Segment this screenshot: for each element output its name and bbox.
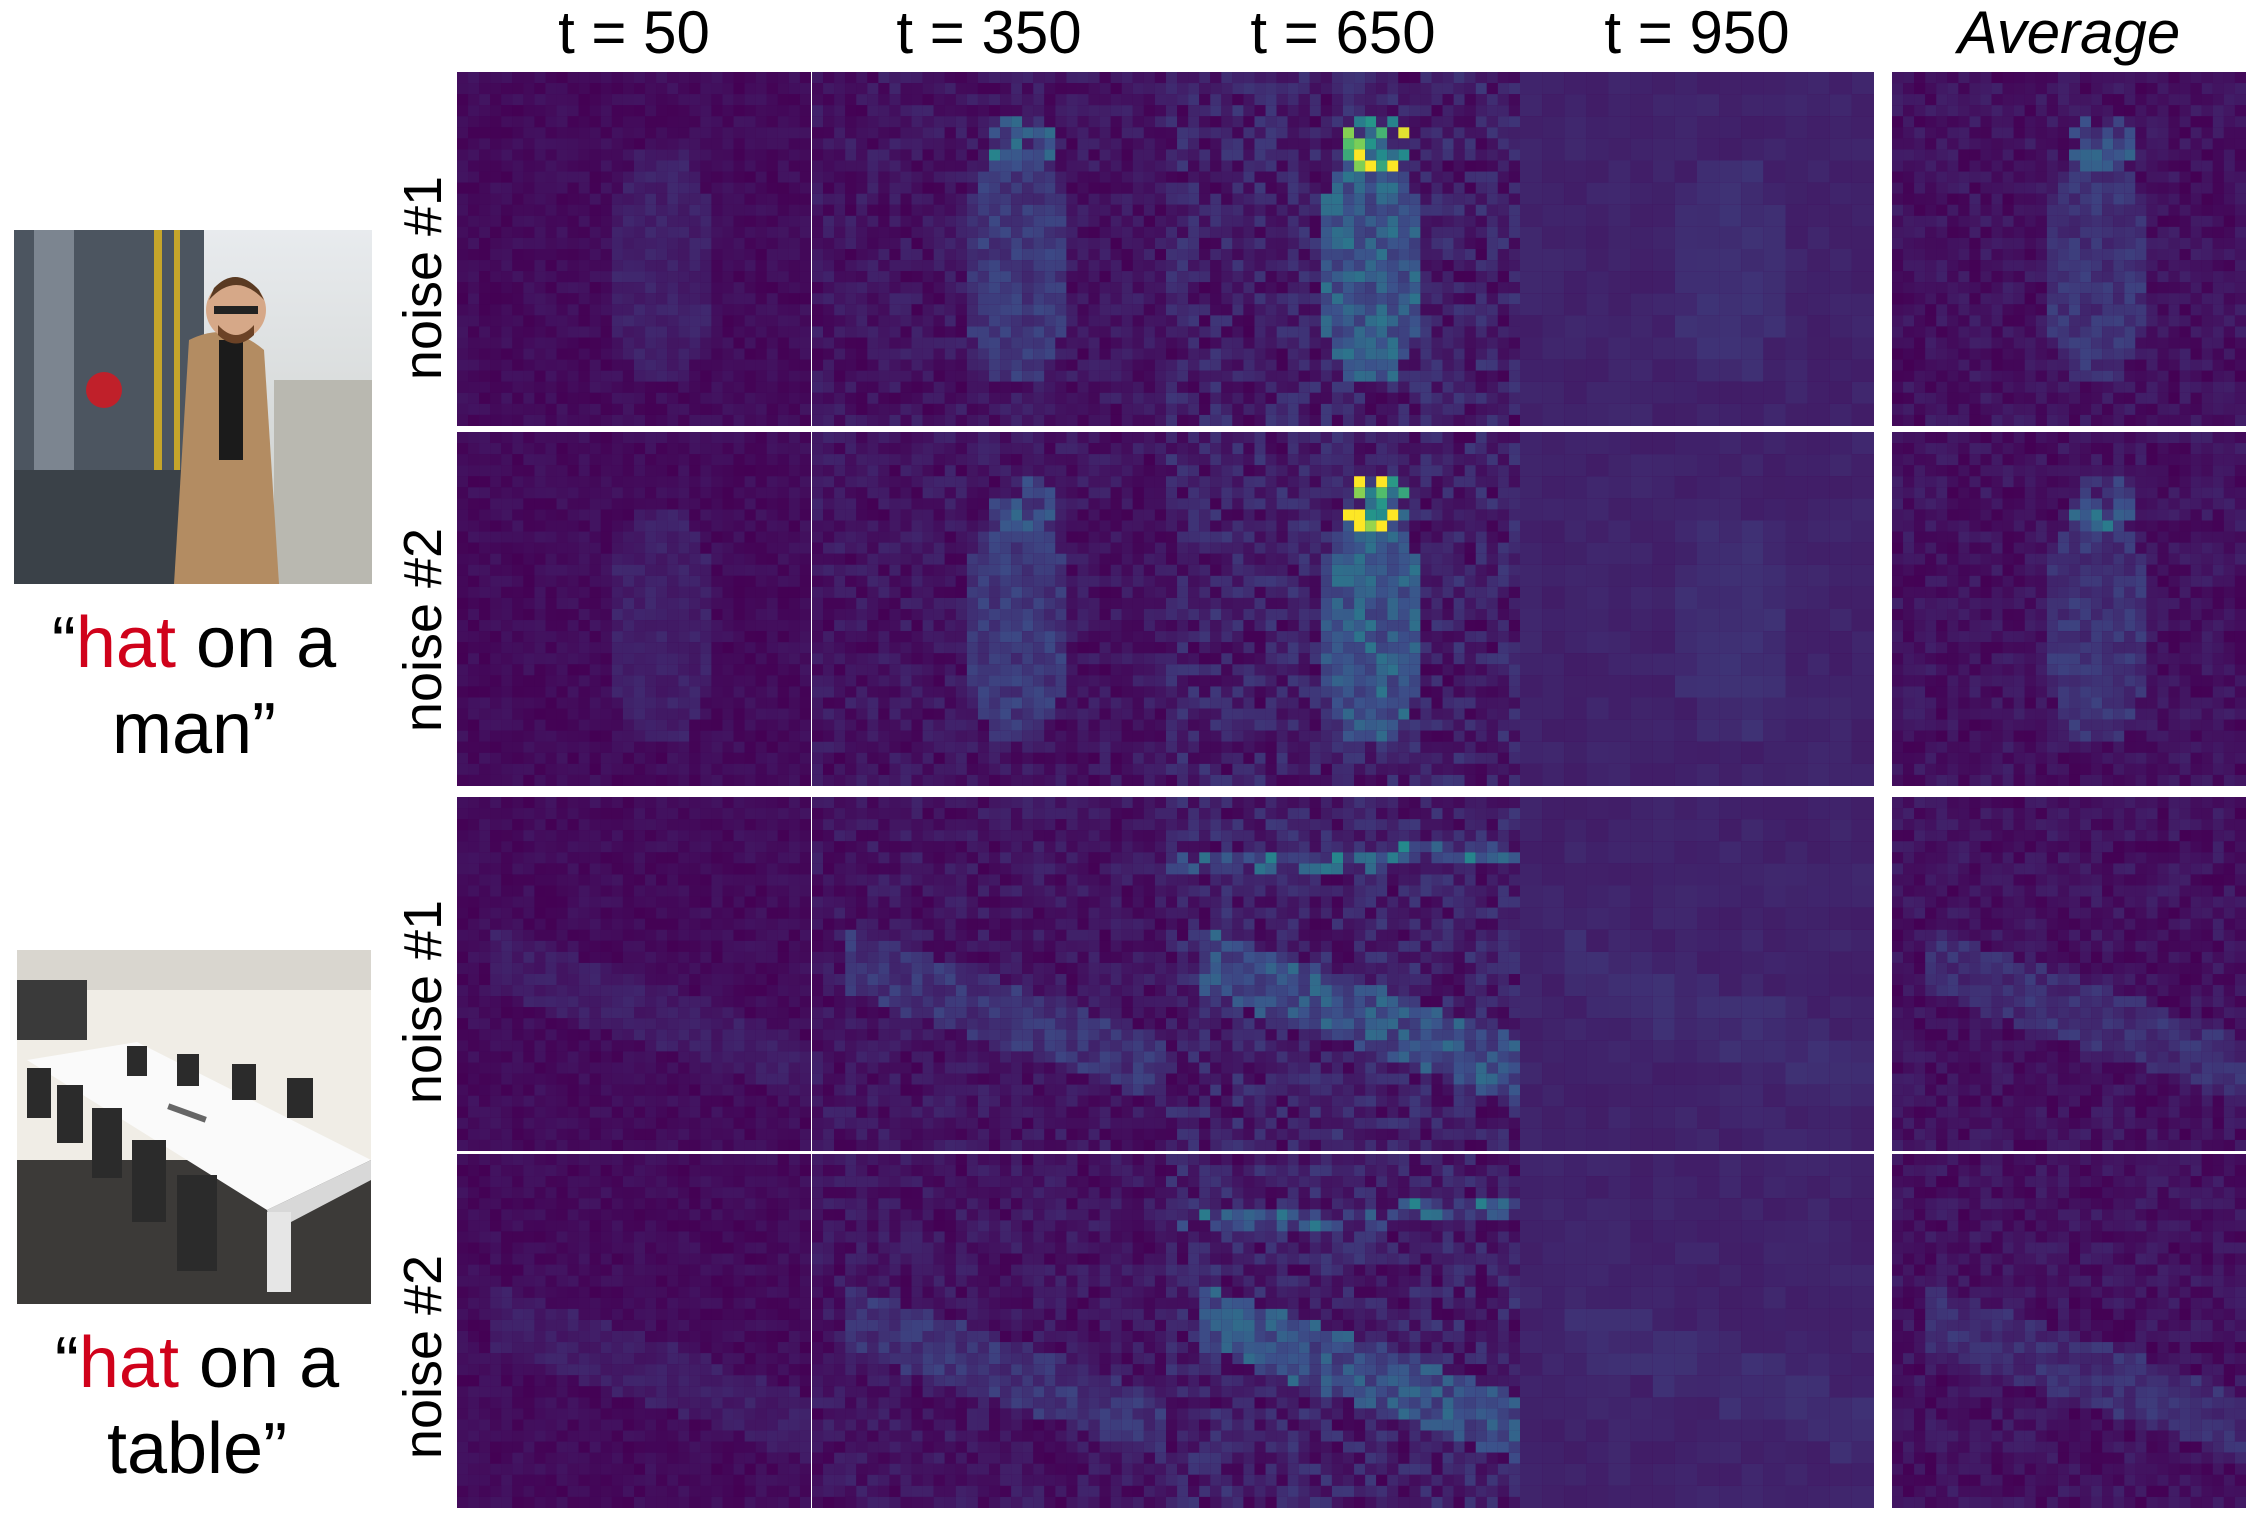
caption-open-quote: “ [52,603,76,683]
caption-highlight-word: hat [79,1323,179,1403]
caption-rest: on a [176,603,336,683]
heatmap-cell-row3-t350 [812,797,1166,1151]
example-2-caption: “hat on a table” [17,1320,377,1492]
heatmap-cell-row2-average [1892,432,2246,786]
column-header-t50: t = 50 [457,2,811,72]
heatmap-cell-row1-t50 [457,72,811,426]
heatmap-cell-row4-average [1892,1154,2246,1508]
caption-line-2: man” [14,686,374,772]
heatmap-cell-row3-t650 [1166,797,1520,1151]
row-label-noise-1: noise #1 [393,825,453,1179]
man-in-coat-at-train-photo [14,230,372,584]
heatmap-cell-row4-t650 [1166,1154,1520,1508]
heatmap-cell-row4-t950 [1520,1154,1874,1508]
caption-line-1: “hat on a [14,600,374,686]
conference-room-table-photo [17,950,371,1304]
column-header-t650: t = 650 [1166,2,1520,72]
row-label-noise-2: noise #2 [393,1180,453,1534]
heatmap-cell-row2-t50 [457,432,811,786]
heatmap-cell-row3-t950 [1520,797,1874,1151]
heatmap-cell-row3-average [1892,797,2246,1151]
row-label-noise-1: noise #1 [393,101,453,455]
row-label-noise-2: noise #2 [393,453,453,807]
caption-open-quote: “ [55,1323,79,1403]
column-header-t350: t = 350 [812,2,1166,72]
column-header-t950: t = 950 [1520,2,1874,72]
heatmap-cell-row2-t350 [812,432,1166,786]
heatmap-cell-row1-t950 [1520,72,1874,426]
caption-rest: on a [179,1323,339,1403]
heatmap-cell-row4-t350 [812,1154,1166,1508]
example-1-caption: “hat on a man” [14,600,374,772]
caption-line-1: “hat on a [17,1320,377,1406]
heatmap-cell-row1-t650 [1166,72,1520,426]
heatmap-cell-row1-t350 [812,72,1166,426]
heatmap-cell-row2-t650 [1166,432,1520,786]
heatmap-cell-row4-t50 [457,1154,811,1508]
heatmap-cell-row3-t50 [457,797,811,1151]
heatmap-cell-row2-t950 [1520,432,1874,786]
caption-highlight-word: hat [76,603,176,683]
caption-line-2: table” [17,1406,377,1492]
column-header-average: Average [1892,2,2246,72]
heatmap-cell-row1-average [1892,72,2246,426]
